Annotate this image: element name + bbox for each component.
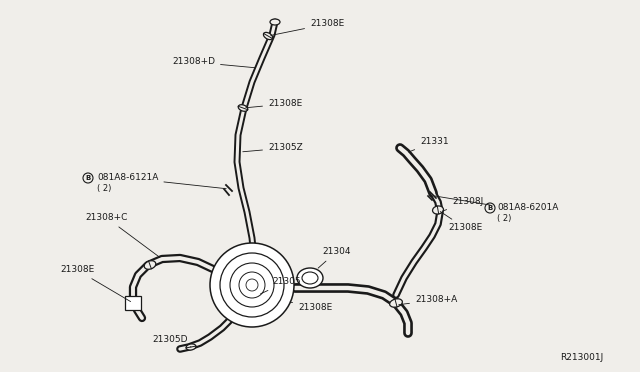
Text: 21305Z: 21305Z: [243, 144, 303, 153]
Text: 21308+A: 21308+A: [399, 295, 457, 305]
Text: B: B: [85, 175, 91, 181]
Text: 21308+D: 21308+D: [172, 58, 255, 68]
Text: R213001J: R213001J: [560, 353, 604, 362]
Ellipse shape: [270, 19, 280, 25]
Text: 21305D: 21305D: [152, 336, 191, 347]
Ellipse shape: [264, 32, 273, 39]
Circle shape: [230, 263, 274, 307]
Ellipse shape: [390, 299, 403, 307]
Text: ( 2): ( 2): [497, 214, 511, 222]
Text: 21331: 21331: [408, 138, 449, 152]
Text: B: B: [488, 205, 493, 211]
Text: 21308+C: 21308+C: [86, 214, 160, 257]
Text: 21308J: 21308J: [443, 198, 483, 211]
Circle shape: [220, 253, 284, 317]
Text: 21308E: 21308E: [290, 302, 332, 312]
FancyBboxPatch shape: [125, 296, 141, 310]
Text: 21308E: 21308E: [246, 99, 302, 109]
Text: 21308E: 21308E: [60, 266, 131, 302]
Text: 21305: 21305: [260, 278, 301, 294]
Text: 081A8-6121A: 081A8-6121A: [97, 173, 226, 189]
Text: 081A8-6201A: 081A8-6201A: [497, 203, 558, 212]
Ellipse shape: [238, 105, 248, 111]
Ellipse shape: [302, 272, 318, 284]
Ellipse shape: [297, 268, 323, 288]
Text: ( 2): ( 2): [97, 183, 111, 192]
Circle shape: [210, 243, 294, 327]
Text: 21304: 21304: [318, 247, 351, 268]
Ellipse shape: [144, 261, 156, 269]
Text: 21308E: 21308E: [440, 212, 483, 232]
Ellipse shape: [186, 344, 196, 350]
Circle shape: [239, 272, 265, 298]
Circle shape: [246, 279, 258, 291]
Text: 21308E: 21308E: [271, 19, 344, 35]
Ellipse shape: [433, 206, 444, 214]
